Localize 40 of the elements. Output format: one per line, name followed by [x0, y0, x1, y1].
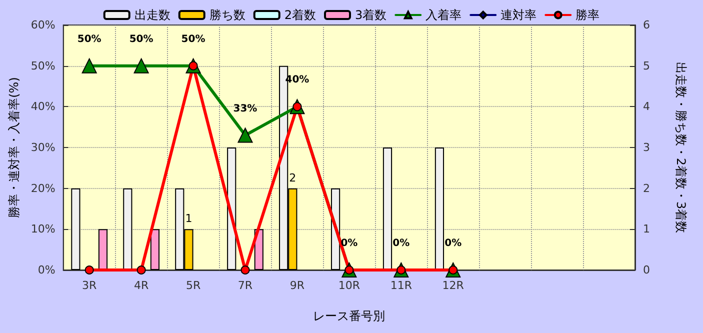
y-tick-label: 30% — [30, 141, 56, 154]
y-tick-label: 20% — [30, 182, 56, 195]
x-tick-label: 4R — [134, 279, 149, 292]
data-label: 0% — [392, 238, 410, 249]
data-label: 50% — [181, 34, 206, 45]
y2-tick-label: 5 — [643, 59, 650, 72]
y-tick-label: 60% — [30, 18, 56, 32]
y-tick-label: 0% — [38, 264, 56, 276]
x-tick-label: 12R — [442, 279, 464, 292]
y-tick-label: 40% — [30, 100, 56, 114]
y2-tick-label: 4 — [643, 100, 650, 114]
y2-tick-label: 1 — [643, 222, 650, 236]
legend-label: 勝ち数 — [209, 8, 246, 22]
data-label: 50% — [129, 34, 154, 45]
y2-tick-label: 3 — [643, 141, 650, 154]
legend-label: 2着数 — [284, 8, 316, 22]
legend-label: 連対率 — [500, 8, 537, 22]
data-label: 0% — [444, 238, 462, 249]
x-tick-label: 7R — [238, 279, 253, 292]
y-tick-label: 50% — [30, 59, 56, 72]
x-tick-label: 5R — [186, 279, 201, 292]
data-label: 50% — [77, 34, 102, 45]
y-axis-title: 勝率・連対率・入着率(%) — [7, 77, 21, 218]
legend-label: 3着数 — [355, 8, 387, 22]
data-label: 2 — [289, 171, 296, 184]
legend-label: 入着率 — [426, 8, 462, 22]
y2-axis-title: 出走数・勝ち数・2着数・3着数 — [674, 62, 688, 234]
x-tick-label: 10R — [338, 279, 360, 292]
x-axis-title: レース番号別 — [313, 309, 386, 323]
x-tick-label: 11R — [390, 279, 412, 292]
y-tick-label: 10% — [30, 222, 56, 236]
x-tick-label: 9R — [290, 279, 305, 292]
legend-label: 勝率 — [576, 8, 600, 22]
y2-tick-label: 6 — [643, 18, 650, 32]
data-label: 33% — [233, 103, 258, 114]
x-tick-label: 3R — [82, 279, 98, 292]
y2-tick-label: 2 — [643, 182, 650, 195]
data-label: 1 — [185, 212, 192, 226]
legend-label: 出走数 — [134, 8, 170, 22]
y2-tick-label: 0 — [643, 264, 650, 276]
